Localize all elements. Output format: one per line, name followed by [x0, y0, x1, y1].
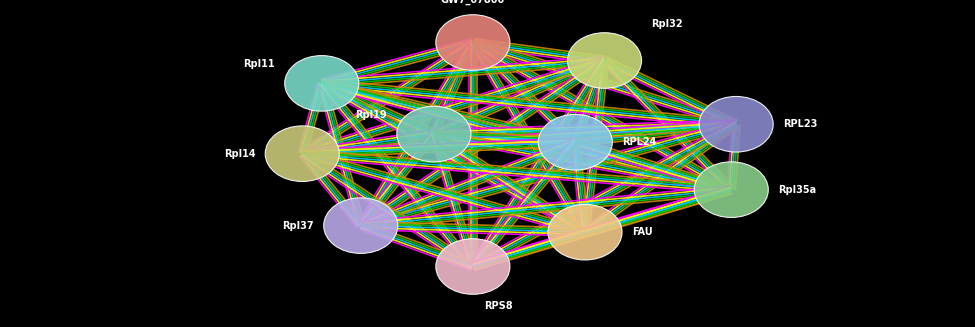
Ellipse shape — [694, 162, 768, 217]
Text: RPS8: RPS8 — [484, 301, 513, 311]
Text: Rpl14: Rpl14 — [224, 149, 255, 159]
Ellipse shape — [567, 33, 642, 88]
Ellipse shape — [436, 15, 510, 70]
Ellipse shape — [324, 198, 398, 253]
Text: Rpl11: Rpl11 — [244, 60, 275, 70]
Text: RPL23: RPL23 — [783, 119, 817, 129]
Ellipse shape — [699, 96, 773, 152]
Text: Rpl32: Rpl32 — [651, 19, 682, 29]
Text: Rpl19: Rpl19 — [356, 110, 387, 120]
Ellipse shape — [265, 126, 339, 181]
Ellipse shape — [397, 106, 471, 162]
Ellipse shape — [538, 114, 612, 170]
Ellipse shape — [548, 204, 622, 260]
Text: GW7_07800: GW7_07800 — [441, 0, 505, 5]
Text: RPL24: RPL24 — [622, 137, 656, 147]
Text: Rpl37: Rpl37 — [283, 221, 314, 231]
Text: Rpl35a: Rpl35a — [778, 185, 816, 195]
Ellipse shape — [285, 56, 359, 111]
Ellipse shape — [436, 239, 510, 294]
Text: FAU: FAU — [632, 227, 652, 237]
